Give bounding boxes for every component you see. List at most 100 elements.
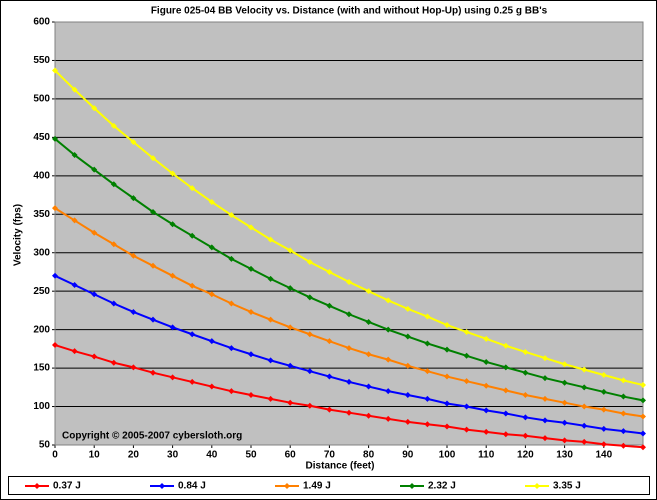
data-point (91, 105, 98, 112)
data-point (306, 294, 313, 301)
data-point (248, 224, 254, 231)
data-point (365, 412, 372, 419)
data-point (130, 364, 137, 371)
chart-title: Figure 025-04 BB Velocity vs. Distance (… (151, 6, 548, 17)
data-point (463, 328, 470, 335)
data-point (228, 345, 235, 352)
data-point (620, 410, 627, 417)
data-point (287, 285, 294, 292)
data-point (326, 268, 333, 275)
data-point (110, 300, 117, 307)
data-point (581, 403, 588, 410)
x-tick-label: 40 (206, 450, 218, 461)
data-point (52, 67, 58, 74)
data-point (483, 358, 490, 365)
data-point (169, 221, 176, 228)
data-point (306, 331, 313, 338)
data-point (463, 378, 470, 385)
data-point (306, 368, 313, 375)
data-point (600, 406, 607, 413)
data-point (130, 252, 137, 259)
data-point (424, 313, 431, 320)
data-point (287, 399, 294, 406)
data-point (424, 340, 431, 347)
data-point (640, 430, 646, 437)
legend-label: 2.32 J (428, 481, 456, 492)
y-tick-label: 350 (33, 209, 50, 220)
data-point (385, 388, 392, 395)
data-point (346, 345, 352, 352)
data-point (189, 331, 196, 338)
data-point (640, 382, 646, 389)
data-point (248, 265, 254, 272)
data-point (581, 384, 588, 391)
data-point (150, 316, 156, 323)
data-point (189, 232, 196, 239)
data-point (620, 442, 627, 449)
data-point (444, 373, 450, 380)
legend-label: 0.37 J (53, 481, 81, 492)
data-point (248, 308, 254, 315)
x-tick-label: 100 (439, 450, 456, 461)
data-point (287, 362, 294, 369)
data-point (228, 388, 235, 395)
data-point (208, 198, 215, 205)
y-tick-label: 250 (33, 286, 50, 297)
data-point (483, 407, 490, 414)
y-tick-label: 400 (33, 170, 50, 181)
x-tick-label: 130 (556, 450, 573, 461)
y-tick-label: 100 (33, 401, 50, 412)
data-point (91, 291, 98, 298)
data-point (600, 372, 607, 379)
data-point (248, 351, 254, 358)
data-point (326, 406, 333, 413)
data-point (130, 308, 137, 315)
legend-box (8, 476, 650, 495)
y-tick-label: 50 (39, 440, 51, 451)
data-point (581, 438, 588, 445)
y-tick-label: 200 (33, 324, 50, 335)
data-point (326, 373, 333, 380)
data-point (542, 435, 548, 442)
data-point (91, 229, 98, 236)
x-tick-label: 90 (402, 450, 414, 461)
data-point (404, 333, 411, 340)
data-point (110, 181, 117, 188)
y-tick-label: 550 (33, 55, 50, 66)
data-point (522, 432, 529, 439)
data-point (91, 353, 98, 360)
y-tick-label: 150 (33, 363, 50, 374)
data-point (169, 272, 176, 279)
data-point (267, 275, 274, 282)
data-point (110, 241, 117, 248)
x-tick-label: 0 (52, 450, 58, 461)
data-point (542, 395, 548, 402)
data-point (561, 379, 568, 386)
data-point (150, 369, 156, 376)
data-point (404, 392, 411, 399)
legend-label: 1.49 J (303, 481, 331, 492)
data-point (52, 342, 58, 349)
data-point (267, 316, 274, 323)
data-point (189, 378, 196, 385)
data-point (620, 428, 627, 435)
data-point (385, 415, 392, 422)
data-point (600, 388, 607, 395)
y-tick-label: 600 (33, 17, 50, 28)
data-point (189, 185, 196, 192)
data-point (640, 413, 646, 420)
data-point (542, 355, 548, 362)
data-point (365, 351, 372, 358)
data-point (385, 326, 392, 333)
data-point (542, 375, 548, 382)
data-point (169, 324, 176, 331)
data-point (346, 378, 352, 385)
data-point (130, 138, 137, 145)
data-point (71, 152, 78, 159)
data-point (620, 393, 627, 400)
x-tick-label: 110 (478, 450, 495, 461)
x-tick-label: 120 (517, 450, 534, 461)
data-point (404, 418, 411, 425)
data-point (424, 395, 431, 402)
